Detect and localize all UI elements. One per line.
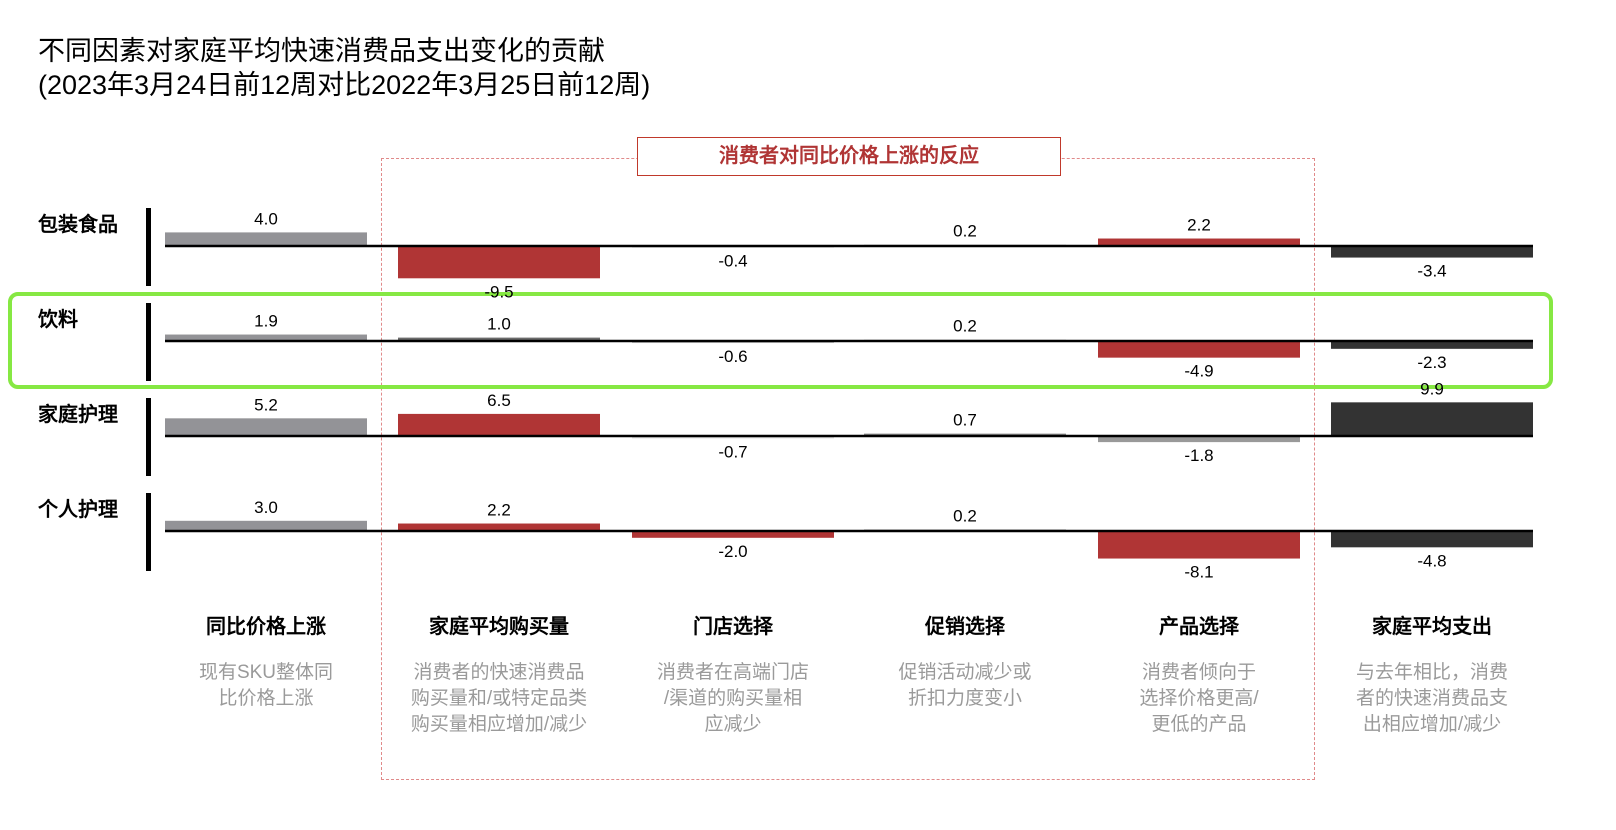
column-description: 与去年相比，消费 者的快速消费品支 出相应增加/减少 bbox=[1317, 660, 1547, 738]
column-description-line: 选择价格更高/ bbox=[1139, 688, 1259, 709]
data-label: 4.0 bbox=[254, 209, 278, 228]
data-label: -0.4 bbox=[718, 252, 747, 271]
data-label: -0.6 bbox=[718, 347, 747, 366]
bar bbox=[398, 337, 600, 341]
data-label: 5.2 bbox=[254, 395, 278, 414]
column-description: 消费者的快速消费品 购买量和/或特定品类 购买量相应增加/减少 bbox=[384, 660, 614, 738]
bar bbox=[165, 418, 367, 436]
column-description-line: 促销活动减少或 bbox=[898, 662, 1032, 683]
column-heading: 门店选择 bbox=[693, 616, 773, 638]
data-label: -3.4 bbox=[1417, 262, 1446, 281]
data-label: -9.5 bbox=[484, 282, 513, 301]
data-label: -4.8 bbox=[1417, 551, 1446, 570]
bar bbox=[1331, 341, 1533, 349]
bar bbox=[1098, 341, 1300, 358]
bar bbox=[398, 246, 600, 279]
bar bbox=[398, 523, 600, 531]
column-description: 消费者倾向于 选择价格更高/更低的产品 bbox=[1084, 660, 1314, 738]
column-description-line: 购买量和/或特定品类 bbox=[410, 688, 588, 709]
data-label: -4.9 bbox=[1184, 362, 1213, 381]
bar bbox=[1098, 436, 1300, 443]
data-label: -2.3 bbox=[1417, 353, 1446, 372]
data-label: -0.7 bbox=[718, 442, 747, 461]
column-description-line: 比价格上涨 bbox=[218, 688, 314, 709]
bar bbox=[165, 334, 367, 341]
column-description-line: 消费者倾向于 bbox=[1141, 662, 1256, 683]
bar bbox=[1098, 238, 1300, 246]
consumer-reaction-group-label: 消费者对同比价格上涨的反应 bbox=[637, 137, 1061, 176]
bar bbox=[1331, 246, 1533, 258]
data-label: 9.9 bbox=[1420, 379, 1444, 398]
column-description-line: 现有SKU整体同 bbox=[198, 662, 334, 683]
row-label: 个人护理 bbox=[38, 499, 118, 521]
row-label: 饮料 bbox=[38, 309, 78, 331]
row-label: 包装食品 bbox=[38, 214, 118, 236]
data-label: -1.8 bbox=[1184, 446, 1213, 465]
column-heading: 产品选择 bbox=[1159, 616, 1239, 638]
data-label: 0.7 bbox=[953, 411, 977, 430]
chart-title-line-1: 不同因素对家庭平均快速消费品支出变化的贡献 bbox=[38, 36, 605, 66]
data-label: 1.0 bbox=[487, 315, 511, 334]
column-description-line: 与去年相比，消费 bbox=[1355, 662, 1508, 683]
row-divider-bar bbox=[146, 398, 151, 476]
column-description-line: 消费者的快速消费品 bbox=[413, 662, 585, 683]
column-description: 现有SKU整体同 比价格上涨 bbox=[151, 660, 381, 712]
data-label: 0.2 bbox=[953, 507, 977, 526]
data-label: 3.0 bbox=[254, 498, 278, 517]
column-description-line: 更低的产品 bbox=[1151, 714, 1247, 735]
column-heading: 家庭平均购买量 bbox=[429, 616, 569, 638]
bar bbox=[398, 413, 600, 436]
column-description-line: 消费者在高端门店 bbox=[656, 662, 809, 683]
column-heading: 家庭平均支出 bbox=[1372, 616, 1492, 638]
column-description-line: /渠道的购买量相 bbox=[663, 688, 803, 709]
column-description: 促销活动减少或 折扣力度变小 bbox=[850, 660, 1080, 712]
data-label: -8.1 bbox=[1184, 563, 1213, 582]
column-description-line: 者的快速消费品支 bbox=[1355, 688, 1508, 709]
row-divider-bar bbox=[146, 303, 151, 381]
bar bbox=[1331, 402, 1533, 436]
column-description-line: 出相应增加/减少 bbox=[1362, 714, 1502, 735]
data-label: 2.2 bbox=[487, 501, 511, 520]
data-label: 0.2 bbox=[953, 222, 977, 241]
data-label: 1.9 bbox=[254, 312, 278, 331]
data-label: 6.5 bbox=[487, 391, 511, 410]
highlighted-row-box bbox=[8, 292, 1553, 389]
column-heading: 促销选择 bbox=[925, 616, 1005, 638]
column-description-line: 折扣力度变小 bbox=[907, 688, 1022, 709]
column-heading: 同比价格上涨 bbox=[206, 616, 326, 638]
column-description-line: 购买量相应增加/减少 bbox=[410, 714, 588, 735]
chart-title: 不同因素对家庭平均快速消费品支出变化的贡献 (2023年3月24日前12周对比2… bbox=[38, 34, 650, 102]
bar bbox=[165, 232, 367, 246]
data-label: 2.2 bbox=[1187, 216, 1211, 235]
row-label: 家庭护理 bbox=[38, 404, 118, 426]
row-divider-bar bbox=[146, 493, 151, 571]
column-description-line: 应减少 bbox=[704, 714, 762, 735]
bar bbox=[165, 520, 367, 531]
data-label: 0.2 bbox=[953, 317, 977, 336]
data-label: -2.0 bbox=[718, 542, 747, 561]
bar bbox=[1098, 531, 1300, 559]
column-description: 消费者在高端门店/渠道的购买量相 应减少 bbox=[618, 660, 848, 738]
row-divider-bar bbox=[146, 208, 151, 286]
bar bbox=[632, 531, 834, 538]
bar bbox=[1331, 531, 1533, 548]
chart-title-line-2: (2023年3月24日前12周对比2022年3月25日前12周) bbox=[38, 70, 651, 100]
